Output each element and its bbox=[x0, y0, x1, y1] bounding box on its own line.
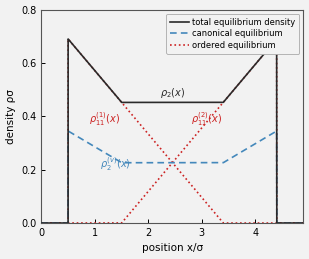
X-axis label: position x/σ: position x/σ bbox=[142, 243, 203, 254]
canonical equilibrium bbox=[210, 161, 214, 164]
canonical equilibrium bbox=[302, 221, 305, 225]
ordered equilibrium bbox=[140, 125, 143, 128]
Y-axis label: density ρσ: density ρσ bbox=[6, 89, 15, 144]
ordered equilibrium bbox=[87, 62, 91, 65]
Text: $\rho_{11}^{(2)}(x)$: $\rho_{11}^{(2)}(x)$ bbox=[191, 110, 222, 128]
ordered equilibrium bbox=[255, 221, 259, 225]
total equilibrium density bbox=[302, 221, 305, 225]
ordered equilibrium bbox=[210, 208, 214, 211]
total equilibrium density bbox=[66, 38, 70, 41]
ordered equilibrium bbox=[302, 221, 305, 225]
total equilibrium density bbox=[235, 84, 239, 88]
ordered equilibrium bbox=[197, 192, 201, 195]
total equilibrium density bbox=[140, 101, 143, 104]
Line: canonical equilibrium: canonical equilibrium bbox=[41, 131, 303, 223]
total equilibrium density bbox=[87, 62, 91, 65]
canonical equilibrium bbox=[40, 221, 43, 225]
ordered equilibrium bbox=[66, 38, 70, 41]
ordered equilibrium bbox=[40, 221, 43, 225]
total equilibrium density bbox=[40, 221, 43, 225]
Legend: total equilibrium density, canonical equilibrium, ordered equilibrium: total equilibrium density, canonical equ… bbox=[166, 14, 299, 54]
total equilibrium density bbox=[210, 101, 214, 104]
canonical equilibrium bbox=[255, 141, 259, 144]
Line: total equilibrium density: total equilibrium density bbox=[41, 39, 303, 223]
Text: $\rho_2(x)$: $\rho_2(x)$ bbox=[160, 86, 185, 100]
canonical equilibrium bbox=[235, 153, 239, 156]
canonical equilibrium bbox=[197, 161, 201, 164]
canonical equilibrium bbox=[140, 161, 143, 164]
canonical equilibrium bbox=[87, 142, 91, 145]
Text: $\rho_{11}^{(1)}(x)$: $\rho_{11}^{(1)}(x)$ bbox=[89, 110, 120, 128]
total equilibrium density bbox=[197, 101, 201, 104]
ordered equilibrium bbox=[235, 221, 239, 225]
total equilibrium density bbox=[255, 61, 259, 64]
Line: ordered equilibrium: ordered equilibrium bbox=[41, 39, 303, 223]
Text: $\rho_2^{(v)}(x)$: $\rho_2^{(v)}(x)$ bbox=[100, 155, 131, 173]
canonical equilibrium bbox=[66, 130, 70, 133]
